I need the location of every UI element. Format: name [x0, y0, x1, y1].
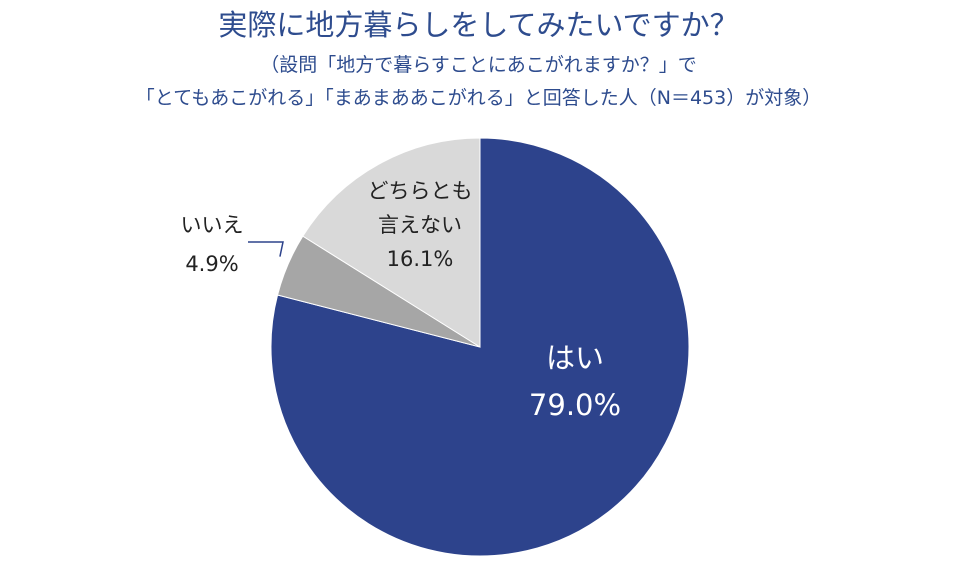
slice-label-1: いいえ [181, 213, 244, 237]
pie-slice-2 [302, 137, 481, 348]
leader-line-1 [248, 241, 284, 257]
chart-subtitle-line2: 「とてもあこがれる」「まあまああこがれる」と回答した人（N＝453）が対象） [135, 87, 822, 109]
slice-label-0: はい [546, 341, 604, 375]
slice-value-label-0: 79.0% [529, 388, 621, 422]
slice-label-2-line1: どちらとも [368, 179, 473, 203]
slice-label-2-line2: 言えない [378, 213, 462, 237]
chart-subtitle-line1: （設問「地方で暮らすことにあこがれますか？」で [260, 54, 697, 76]
chart-title: 実際に地方暮らしをしてみたいですか？ [218, 8, 739, 42]
slice-value-label-2: 16.1% [387, 247, 454, 271]
slice-value-label-1: 4.9% [185, 252, 238, 276]
